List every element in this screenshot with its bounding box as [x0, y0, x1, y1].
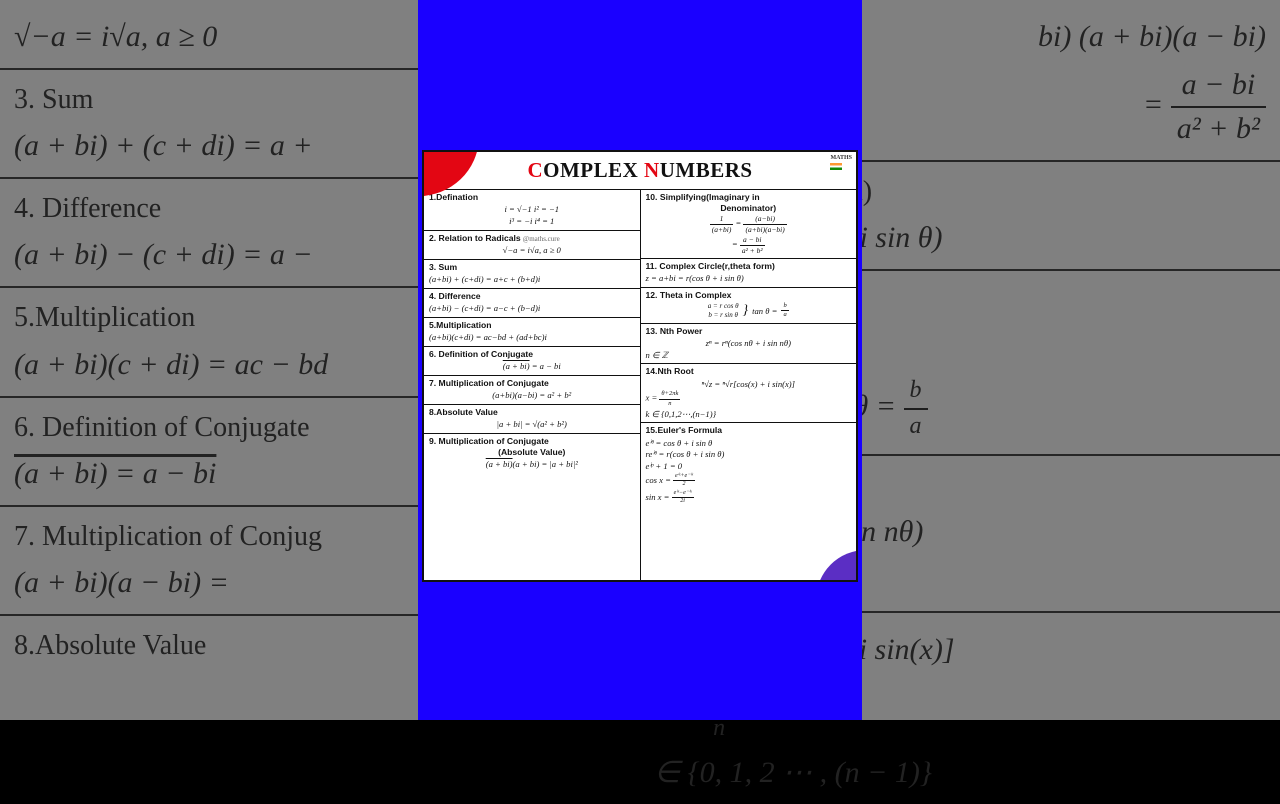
cell-12: 12. Theta in Complex a = r cos θb = r si… — [641, 288, 857, 324]
formula: √−a = i√a, a ≥ 0 — [429, 245, 635, 256]
formula: (a + bi) = |a + bi|² — [513, 459, 578, 469]
cell-title: 1.Defination — [429, 192, 478, 202]
bg-eq: ∈ {0, 1, 2 ⋯ , (n − 1)} — [654, 752, 1266, 794]
handle: @maths.cure — [523, 235, 560, 243]
frac-den: (a+bi) — [710, 225, 734, 234]
sheet-body: 1.Defination i = √−1 i² = −1i³ = −i i⁴ = … — [424, 190, 856, 580]
title-text: UMBERS — [660, 158, 753, 182]
formula: cos x = — [646, 475, 674, 485]
formula: i = √−1 i² = −1 — [429, 204, 635, 215]
title-letter: C — [527, 158, 543, 182]
frac-den: a — [904, 410, 928, 444]
cell-title: 3. Sum — [429, 262, 457, 272]
frac-den: a² + b² — [740, 246, 765, 255]
cell-7: 7. Multiplication of Conjugate (a+bi)(a−b… — [424, 376, 640, 405]
sheet-title: COMPLEX NUMBERS — [527, 158, 752, 183]
frac-den: n — [659, 400, 680, 408]
formula: z = a+bi = r(cos θ + i sin θ) — [646, 273, 852, 284]
frac-num: a − bi — [740, 235, 765, 245]
cell-4: 4. Difference (a+bi) − (c+di) = a−c + (b−… — [424, 289, 640, 318]
frac-num: b — [781, 302, 788, 311]
frac-num: (a−bi) — [743, 214, 786, 224]
cell-title: 8.Absolute Value — [429, 407, 498, 417]
formula-sheet: COMPLEX NUMBERS MATHS 1.Defination i = √−… — [422, 150, 858, 582]
cell-5: 5.Multiplication (a+bi)(c+di) = ac−bd + (… — [424, 318, 640, 347]
cell-8: 8.Absolute Value |a + bi| = √(a² + b²) — [424, 405, 640, 434]
formula: = a − bi — [530, 361, 561, 371]
frac-num: θ+2πk — [659, 390, 680, 399]
cell-2: 2. Relation to Radicals @maths.cure √−a =… — [424, 231, 640, 260]
cell-title: 14.Nth Root — [646, 366, 694, 376]
cell-title: 13. Nth Power — [646, 326, 703, 336]
formula: (a+bi) − (c+di) = a−c + (b−d)i — [429, 303, 635, 314]
frac-num: eⁱˣ+e⁻ⁱˣ — [673, 473, 695, 482]
cell-subtitle: (Absolute Value) — [429, 447, 635, 458]
cell-10: 10. Simplifying(Imaginary in Denominator… — [641, 190, 857, 259]
frac-den: (a+bi)(a−bi) — [743, 225, 786, 234]
cell-13: 13. Nth Power zⁿ = rⁿ(cos nθ + i sin nθ)n… — [641, 324, 857, 365]
formula: k ∈ {0,1,2⋯,(n−1)} — [646, 409, 852, 420]
title-text: OMPLEX — [543, 158, 644, 182]
frac-num: 1 — [710, 214, 734, 224]
cell-title: 6. Definition of Conjugate — [429, 349, 533, 359]
cell-3: 3. Sum (a+bi) + (c+di) = a+c + (b+d)i — [424, 260, 640, 289]
frac-num: b — [904, 374, 928, 410]
brand-badge: MATHS — [830, 155, 852, 170]
cell-title: 11. Complex Circle(r,theta form) — [646, 261, 775, 271]
cell-title: 4. Difference — [429, 291, 481, 301]
cell-title: 15.Euler's Formula — [646, 425, 723, 435]
formula: n ∈ ℤ — [646, 350, 852, 361]
cell-title: 2. Relation to Radicals — [429, 233, 521, 243]
right-column: 10. Simplifying(Imaginary in Denominator… — [641, 190, 857, 580]
flag-icon — [830, 163, 842, 170]
cell-title: 12. Theta in Complex — [646, 290, 732, 300]
cell-title: 5.Multiplication — [429, 320, 492, 330]
frac-den: a² + b² — [1171, 108, 1266, 150]
frac-num: a − bi — [1171, 64, 1266, 108]
brand-text: MATHS — [830, 155, 852, 161]
cell-6: 6. Definition of Conjugate (a + bi) = a −… — [424, 347, 640, 376]
cell-title: 7. Multiplication of Conjugate — [429, 378, 549, 388]
frac-num: eⁱˣ−e⁻ⁱˣ — [672, 490, 694, 499]
title-letter: N — [644, 158, 660, 182]
cell-9: 9. Multiplication of Conjugate(Absolute … — [424, 434, 640, 580]
formula: (a + bi) — [486, 459, 513, 469]
frac-den: 2 — [673, 481, 695, 489]
formula: a = r cos θ — [708, 302, 739, 310]
cell-title: 9. Multiplication of Conjugate — [429, 436, 549, 446]
cell-title: 10. Simplifying(Imaginary in — [646, 192, 852, 203]
formula: sin x = — [646, 492, 672, 502]
formula: |a + bi| = √(a² + b²) — [429, 419, 635, 430]
formula: i³ = −i i⁴ = 1 — [429, 216, 635, 227]
formula: ⁿ√z = ⁿ√r[cos(x) + i sin(x)] — [646, 379, 852, 390]
frac-den: a — [781, 311, 788, 319]
sheet-header: COMPLEX NUMBERS MATHS — [424, 152, 856, 190]
formula: eⁱᵖ + 1 = 0 — [646, 461, 852, 472]
formula: zⁿ = rⁿ(cos nθ + i sin nθ) — [646, 338, 852, 349]
left-column: 1.Defination i = √−1 i² = −1i³ = −i i⁴ = … — [424, 190, 641, 580]
formula: (a + bi) — [503, 361, 530, 371]
formula: reⁱᶿ = r(cos θ + i sin θ) — [646, 449, 852, 460]
formula: (a+bi)(c+di) = ac−bd + (ad+bc)i — [429, 332, 635, 343]
formula: b = r sin θ — [708, 311, 738, 319]
formula: (a+bi) + (c+di) = a+c + (b+d)i — [429, 274, 635, 285]
cell-subtitle: Denominator) — [646, 203, 852, 214]
cell-1: 1.Defination i = √−1 i² = −1i³ = −i i⁴ = … — [424, 190, 640, 231]
frac-den: 2i — [672, 498, 694, 506]
cell-15: 15.Euler's Formula eⁱᶿ = cos θ + i sin θ… — [641, 423, 857, 580]
cell-14: 14.Nth Rootⁿ√z = ⁿ√r[cos(x) + i sin(x)] … — [641, 364, 857, 423]
formula: (a+bi)(a−bi) = a² + b² — [429, 390, 635, 401]
formula: tan θ = — [752, 306, 777, 317]
formula: eⁱᶿ = cos θ + i sin θ — [646, 438, 852, 449]
cell-11: 11. Complex Circle(r,theta form) z = a+bi… — [641, 259, 857, 288]
